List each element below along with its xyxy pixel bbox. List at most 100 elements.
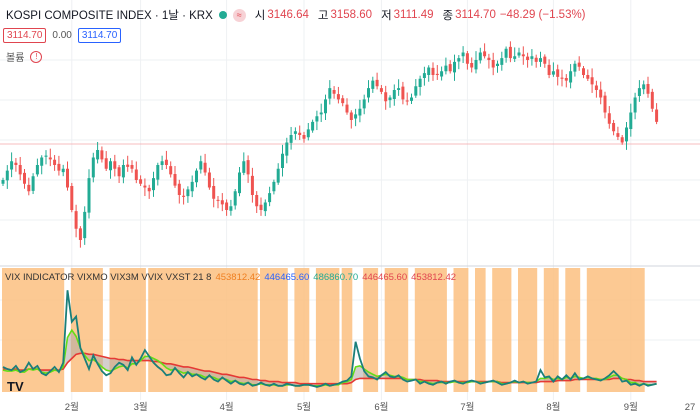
shaded-region	[260, 268, 288, 392]
candle-body	[405, 100, 409, 102]
candle-body	[655, 109, 659, 122]
candle-body	[315, 116, 319, 122]
candle-body	[496, 63, 499, 66]
candle-body	[560, 77, 564, 79]
candle-body	[285, 142, 289, 156]
candle-body	[504, 48, 508, 58]
candle-body	[573, 63, 577, 72]
candle-body	[336, 94, 340, 100]
candle-body	[23, 172, 26, 184]
candle-body	[250, 175, 254, 195]
indicator-shaded-regions	[2, 268, 645, 392]
candle-body	[246, 160, 250, 175]
candle-body	[91, 157, 95, 178]
candle-body	[70, 186, 74, 210]
market-status-icon	[218, 11, 227, 19]
candle-body	[513, 56, 517, 59]
close-value: 3114.70	[455, 9, 496, 21]
candle-body	[431, 67, 435, 75]
sell-button[interactable]: 3114.70	[3, 28, 47, 43]
candle-body	[255, 195, 259, 207]
candle-body	[324, 99, 327, 114]
x-tick-label: 9월	[624, 401, 638, 413]
candle-body	[242, 161, 246, 173]
low-value: 3111.49	[393, 9, 434, 21]
candle-body	[435, 73, 439, 75]
candle-body	[152, 178, 155, 191]
candle-body	[418, 78, 422, 87]
buy-button[interactable]: 3114.70	[77, 28, 122, 43]
compare-icon[interactable]: ≈	[232, 8, 246, 22]
volume-label[interactable]: 볼륨	[6, 53, 25, 64]
candle-body	[57, 163, 61, 171]
candle-body	[629, 112, 633, 129]
candle-body	[74, 211, 78, 229]
shaded-region	[363, 268, 379, 392]
shaded-region	[543, 268, 559, 392]
shaded-region	[341, 268, 353, 392]
candle-body	[229, 206, 233, 211]
slow-line	[3, 352, 657, 385]
fast-line	[2, 290, 657, 388]
shaded-region	[384, 268, 409, 392]
candle-body	[225, 202, 229, 210]
candle-body	[448, 64, 452, 72]
candle-body	[517, 52, 521, 56]
candle-body	[599, 89, 603, 98]
candle-body	[345, 104, 349, 113]
candle-body	[212, 186, 216, 199]
candle-body	[117, 167, 121, 177]
candle-body	[139, 179, 143, 184]
candle-body	[594, 85, 598, 90]
candle-body	[577, 62, 581, 67]
indicator-value-1: 453812.42	[215, 272, 261, 283]
indicator-value-3: 486860.70	[313, 272, 359, 283]
candle-body	[143, 185, 147, 188]
candle-body	[530, 56, 534, 59]
candle-body	[27, 184, 31, 192]
candle-body	[302, 135, 306, 139]
symbol-title[interactable]: KOSPI COMPOSITE INDEX · 1날 · KRX	[6, 10, 213, 22]
candle-body	[109, 161, 112, 171]
candle-body	[392, 90, 396, 99]
x-tick-label: 4월	[220, 401, 234, 413]
candle-body	[478, 52, 482, 61]
candle-body	[207, 172, 211, 188]
candle-body	[444, 65, 448, 72]
x-tick-label: 27	[685, 402, 696, 413]
candle-body	[457, 58, 461, 62]
candle-body	[87, 178, 91, 213]
candle-body	[422, 73, 426, 78]
candle-body	[401, 86, 405, 100]
candle-body	[354, 114, 358, 119]
candle-body	[298, 132, 302, 135]
indicator-value-5: 453812.42	[411, 272, 457, 283]
candle-body	[543, 56, 547, 64]
candle-body	[104, 158, 108, 169]
candle-body	[173, 174, 177, 186]
candle-body	[83, 211, 87, 239]
warning-icon[interactable]: !	[30, 50, 43, 63]
candle-body	[358, 108, 362, 116]
candle-body	[332, 90, 336, 94]
candle-body	[349, 112, 353, 120]
candle-body	[625, 127, 628, 142]
candle-body	[483, 51, 487, 57]
candle-body	[164, 159, 168, 165]
x-tick-label: 2월	[65, 401, 79, 413]
candle-body	[220, 200, 224, 205]
candle-body	[379, 88, 383, 92]
candle-body	[521, 54, 525, 57]
tradingview-logo: TV	[7, 379, 24, 394]
candle-body	[616, 133, 620, 137]
candle-body	[646, 84, 650, 94]
shaded-region	[414, 268, 447, 392]
indicator-name[interactable]: VIX INDICATOR VIXMO VIX3M VVIX VXST 21 8	[5, 272, 212, 283]
candle-body	[233, 191, 237, 206]
candle-body	[272, 181, 276, 192]
shaded-region	[294, 268, 310, 392]
candle-body	[160, 161, 164, 165]
candle-body	[216, 199, 220, 201]
candle-body	[612, 123, 616, 132]
